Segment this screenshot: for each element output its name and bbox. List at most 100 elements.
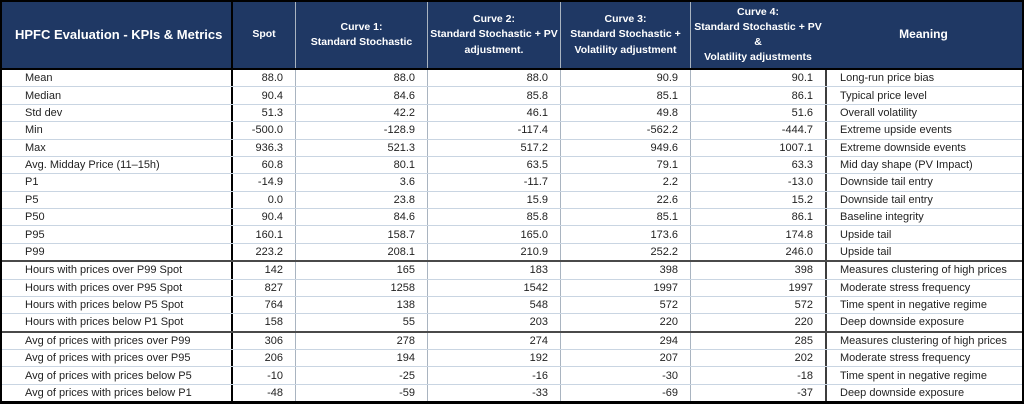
meaning-cell: Upside tail — [825, 226, 1022, 243]
cell-value-curve2: -11.7 — [427, 174, 560, 191]
table-row: Avg. Midday Price (11–15h) 60.8 80.1 63.… — [2, 155, 1022, 174]
cell-value-spot: -500.0 — [251, 124, 283, 137]
cell-value-curve2: 210.9 — [427, 243, 560, 261]
meaning-cell: Downside tail entry — [825, 191, 1022, 208]
meaning-cell: Mid day shape (PV Impact) — [825, 156, 1022, 174]
cell-value-spot: 223.2 — [255, 245, 283, 258]
cell-value-curve2: 517.2 — [427, 139, 560, 156]
cell-value-curve3: 2.2 — [560, 174, 690, 191]
table-row: Max 936.3 521.3 517.2 949.6 1007.1 Extre… — [2, 138, 1022, 156]
table-row: Min -500.0 -128.9 -117.4 -562.2 -444.7 E… — [2, 121, 1022, 139]
cell-value-curve2: 1542 — [427, 279, 560, 296]
cell-value-spot: 142 — [264, 264, 283, 277]
table-row: P1 -14.9 3.6 -11.7 2.2 -13.0 Downside ta… — [2, 173, 1022, 191]
cell-value-curve4: 90.1 — [690, 70, 825, 87]
cell-value-curve1: 42.2 — [295, 104, 427, 122]
meaning-cell: Deep downside exposure — [825, 384, 1022, 401]
cell-value-curve4: -18 — [690, 367, 825, 384]
table-row: P50 90.4 84.6 85.8 85.1 86.1 Baseline in… — [2, 208, 1022, 226]
table-row: P95 160.1 158.7 165.0 173.6 174.8 Upside… — [2, 225, 1022, 243]
cell-value-curve2: 63.5 — [427, 156, 560, 174]
cell-value-curve4: 15.2 — [690, 191, 825, 208]
cell-value-spot: 88.0 — [261, 72, 283, 85]
table-row: P99 223.2 208.1 210.9 252.2 246.0 Upside… — [2, 242, 1022, 261]
table-header-row: HPFC Evaluation - KPIs & Metrics Spot Cu… — [2, 2, 1022, 70]
col-header-meaning: Meaning — [899, 27, 948, 42]
cell-value-curve2: 183 — [427, 262, 560, 279]
cell-value-spot: -10 — [267, 369, 283, 382]
table-row: Hours with prices below P1 Spot 158 55 2… — [2, 313, 1022, 331]
cell-value-curve3: 398 — [560, 262, 690, 279]
cell-value-curve3: 572 — [560, 296, 690, 314]
row-label: Avg of prices with prices below P1 — [2, 384, 233, 401]
cell-value-curve1: -25 — [295, 367, 427, 384]
meaning-cell: Typical price level — [825, 87, 1022, 104]
cell-value-curve4: 572 — [690, 296, 825, 314]
cell-value-spot: 51.3 — [261, 106, 283, 119]
meaning-cell: Time spent in negative regime — [825, 367, 1022, 384]
cell-value-spot: 160.1 — [255, 228, 283, 241]
meaning-cell: Time spent in negative regime — [825, 296, 1022, 314]
row-label: Avg. Midday Price (11–15h) — [2, 156, 233, 174]
cell-value-curve4: 86.1 — [690, 87, 825, 104]
table-row: P5 0.0 23.8 15.9 22.6 15.2 Downside tail… — [2, 190, 1022, 208]
row-label: Avg of prices with prices over P95 — [2, 350, 233, 367]
cell-value-curve4: 1997 — [690, 279, 825, 296]
cell-value-curve1: 138 — [295, 296, 427, 314]
table-row: Hours with prices below P5 Spot 764 138 … — [2, 295, 1022, 314]
cell-value-curve4: 202 — [690, 350, 825, 367]
cell-value-curve1: 55 — [295, 314, 427, 331]
cell-value-spot: 158 — [264, 316, 283, 329]
cell-value-spot: 827 — [264, 281, 283, 294]
cell-value-curve2: 165.0 — [427, 226, 560, 243]
cell-value-spot: 764 — [264, 299, 283, 312]
cell-value-curve3: -30 — [560, 367, 690, 384]
cell-value-curve3: 294 — [560, 332, 690, 349]
cell-value-curve3: 90.9 — [560, 70, 690, 87]
row-label: P50 — [2, 209, 233, 226]
table-row: Avg of prices with prices below P1 -48 -… — [2, 383, 1022, 401]
meaning-cell: Long-run price bias — [825, 70, 1022, 87]
row-label: Hours with prices below P5 Spot — [2, 296, 233, 314]
cell-value-spot: 60.8 — [261, 159, 283, 172]
table-body: Mean 88.0 88.0 88.0 90.9 90.1 Long-run p… — [2, 70, 1022, 401]
row-label: Mean — [2, 70, 233, 87]
row-label: Median — [2, 87, 233, 104]
cell-value-spot: 206 — [264, 352, 283, 365]
cell-value-spot: 306 — [264, 334, 283, 347]
cell-value-curve3: 22.6 — [560, 191, 690, 208]
cell-value-curve2: 274 — [427, 332, 560, 349]
cell-value-curve3: -562.2 — [560, 122, 690, 139]
cell-value-curve3: 49.8 — [560, 104, 690, 122]
cell-value-curve3: 79.1 — [560, 156, 690, 174]
row-label: Max — [2, 139, 233, 156]
cell-value-curve4: 246.0 — [690, 243, 825, 261]
cell-value-curve1: 521.3 — [295, 139, 427, 156]
meaning-cell: Measures clustering of high prices — [825, 262, 1022, 279]
cell-value-curve4: 285 — [690, 332, 825, 349]
col-header-curve1: Curve 1: Standard Stochastic — [295, 2, 427, 68]
row-label: Min — [2, 122, 233, 139]
table-row: Hours with prices over P99 Spot 142 165 … — [2, 260, 1022, 279]
cell-value-curve1: -59 — [295, 384, 427, 401]
table-row: Avg of prices with prices over P95 206 1… — [2, 349, 1022, 367]
meaning-cell: Upside tail — [825, 243, 1022, 261]
cell-value-spot: 90.4 — [261, 89, 283, 102]
cell-value-curve1: 208.1 — [295, 243, 427, 261]
row-label: P5 — [2, 191, 233, 208]
cell-value-curve4: 398 — [690, 262, 825, 279]
cell-value-spot: -48 — [267, 386, 283, 399]
table-row: Avg of prices with prices over P99 306 2… — [2, 330, 1022, 349]
cell-value-curve4: -444.7 — [690, 122, 825, 139]
cell-value-curve2: 85.8 — [427, 209, 560, 226]
cell-value-curve2: 88.0 — [427, 70, 560, 87]
cell-value-curve2: 203 — [427, 314, 560, 331]
table-row: Median 90.4 84.6 85.8 85.1 86.1 Typical … — [2, 86, 1022, 104]
meaning-cell: Downside tail entry — [825, 174, 1022, 191]
cell-value-curve2: 548 — [427, 296, 560, 314]
cell-value-curve4: 51.6 — [690, 104, 825, 122]
cell-value-curve4: -13.0 — [690, 174, 825, 191]
col-header-curve4: Curve 4: Standard Stochastic + PV & Vola… — [690, 2, 825, 68]
cell-value-curve4: 174.8 — [690, 226, 825, 243]
